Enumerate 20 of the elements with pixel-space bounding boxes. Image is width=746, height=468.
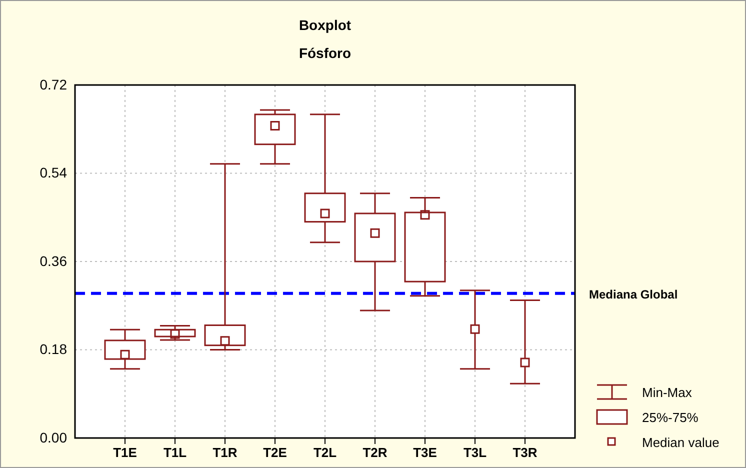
y-tick-label: 0.36: [40, 252, 68, 269]
x-tick-label: T3L: [463, 445, 487, 460]
x-tick-label: T2E: [263, 445, 288, 460]
chart-title: Boxplot: [298, 17, 352, 33]
x-tick-label: T1E: [113, 445, 138, 460]
x-tick-label: T3E: [413, 445, 438, 460]
chart-subtitle: Fósforo: [298, 45, 352, 61]
y-tick-label: 0.54: [40, 164, 68, 181]
x-tick-label: T2L: [313, 445, 337, 460]
ref-line-label: Mediana Global: [589, 287, 678, 302]
y-tick-label: 0.72: [40, 76, 68, 92]
text: Median value: [642, 435, 720, 450]
x-tick-label: T2R: [362, 445, 388, 460]
x-tick-label: T3R: [512, 445, 538, 460]
text: Min-Max: [642, 385, 692, 400]
y-tick-label: 0.00: [40, 429, 68, 446]
x-tick-label: T1R: [212, 445, 238, 460]
text: 25%-75%: [642, 410, 699, 425]
x-tick-label: T1L: [163, 445, 187, 460]
y-tick-label: 0.18: [40, 341, 68, 358]
